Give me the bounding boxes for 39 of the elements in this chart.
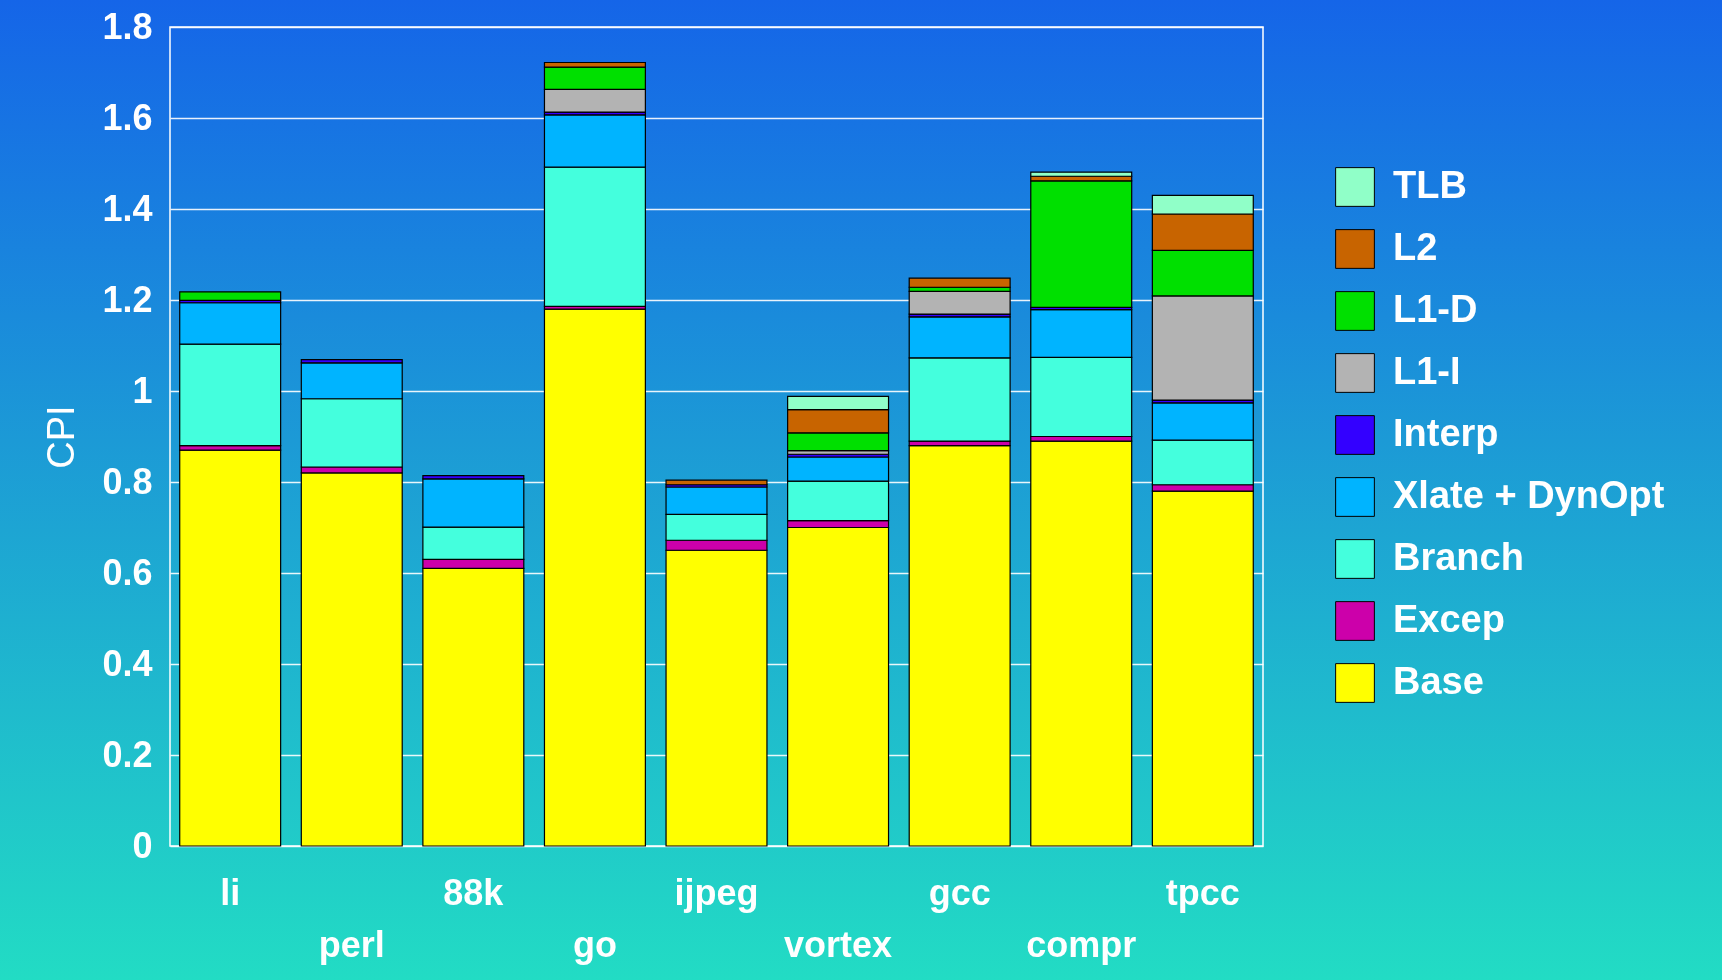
bar <box>1030 440 1133 847</box>
bar <box>179 449 282 847</box>
legend-label: Branch <box>1393 536 1524 578</box>
bar <box>908 445 1011 847</box>
x-tick-label: vortex <box>784 923 893 965</box>
y-tick-label: 1.4 <box>102 187 153 229</box>
x-tick-label: li <box>220 871 241 913</box>
bar <box>300 472 403 847</box>
legend-label: Base <box>1393 660 1484 702</box>
y-tick-label: 0 <box>132 824 153 866</box>
legend-label: Excep <box>1393 598 1505 640</box>
y-tick-label: 1.8 <box>102 5 153 47</box>
x-tick-label: gcc <box>928 871 991 913</box>
x-tick-label: ijpeg <box>674 871 759 913</box>
legend-label: Interp <box>1393 412 1499 454</box>
x-tick-label: 88k <box>443 871 505 913</box>
y-tick-label: 1.6 <box>102 96 153 138</box>
y-tick-label: 0.2 <box>102 733 153 775</box>
bar <box>1030 171 1133 177</box>
bar <box>908 290 1011 315</box>
y-tick-label: 0.8 <box>102 460 153 502</box>
y-tick-label: 1 <box>132 369 153 411</box>
legend-label: L1-I <box>1393 350 1461 392</box>
bar <box>1030 180 1133 308</box>
y-tick-label: 1.2 <box>102 278 153 320</box>
legend-label: L2 <box>1393 226 1438 268</box>
y-axis-title: CPI <box>40 405 83 469</box>
y-tick-label: 0.6 <box>102 551 153 593</box>
bar <box>543 308 646 847</box>
legend-label: Xlate + DynOpt <box>1393 474 1665 516</box>
y-tick-label: 0.4 <box>102 642 153 684</box>
bar <box>179 291 282 302</box>
x-tick-label: go <box>572 923 617 965</box>
legend-label: TLB <box>1393 164 1467 206</box>
x-tick-label: compr <box>1026 923 1137 965</box>
x-tick-label: tpcc <box>1165 871 1240 913</box>
bar <box>908 277 1011 288</box>
x-tick-label: perl <box>318 923 385 965</box>
legend-label: L1-D <box>1393 288 1478 330</box>
